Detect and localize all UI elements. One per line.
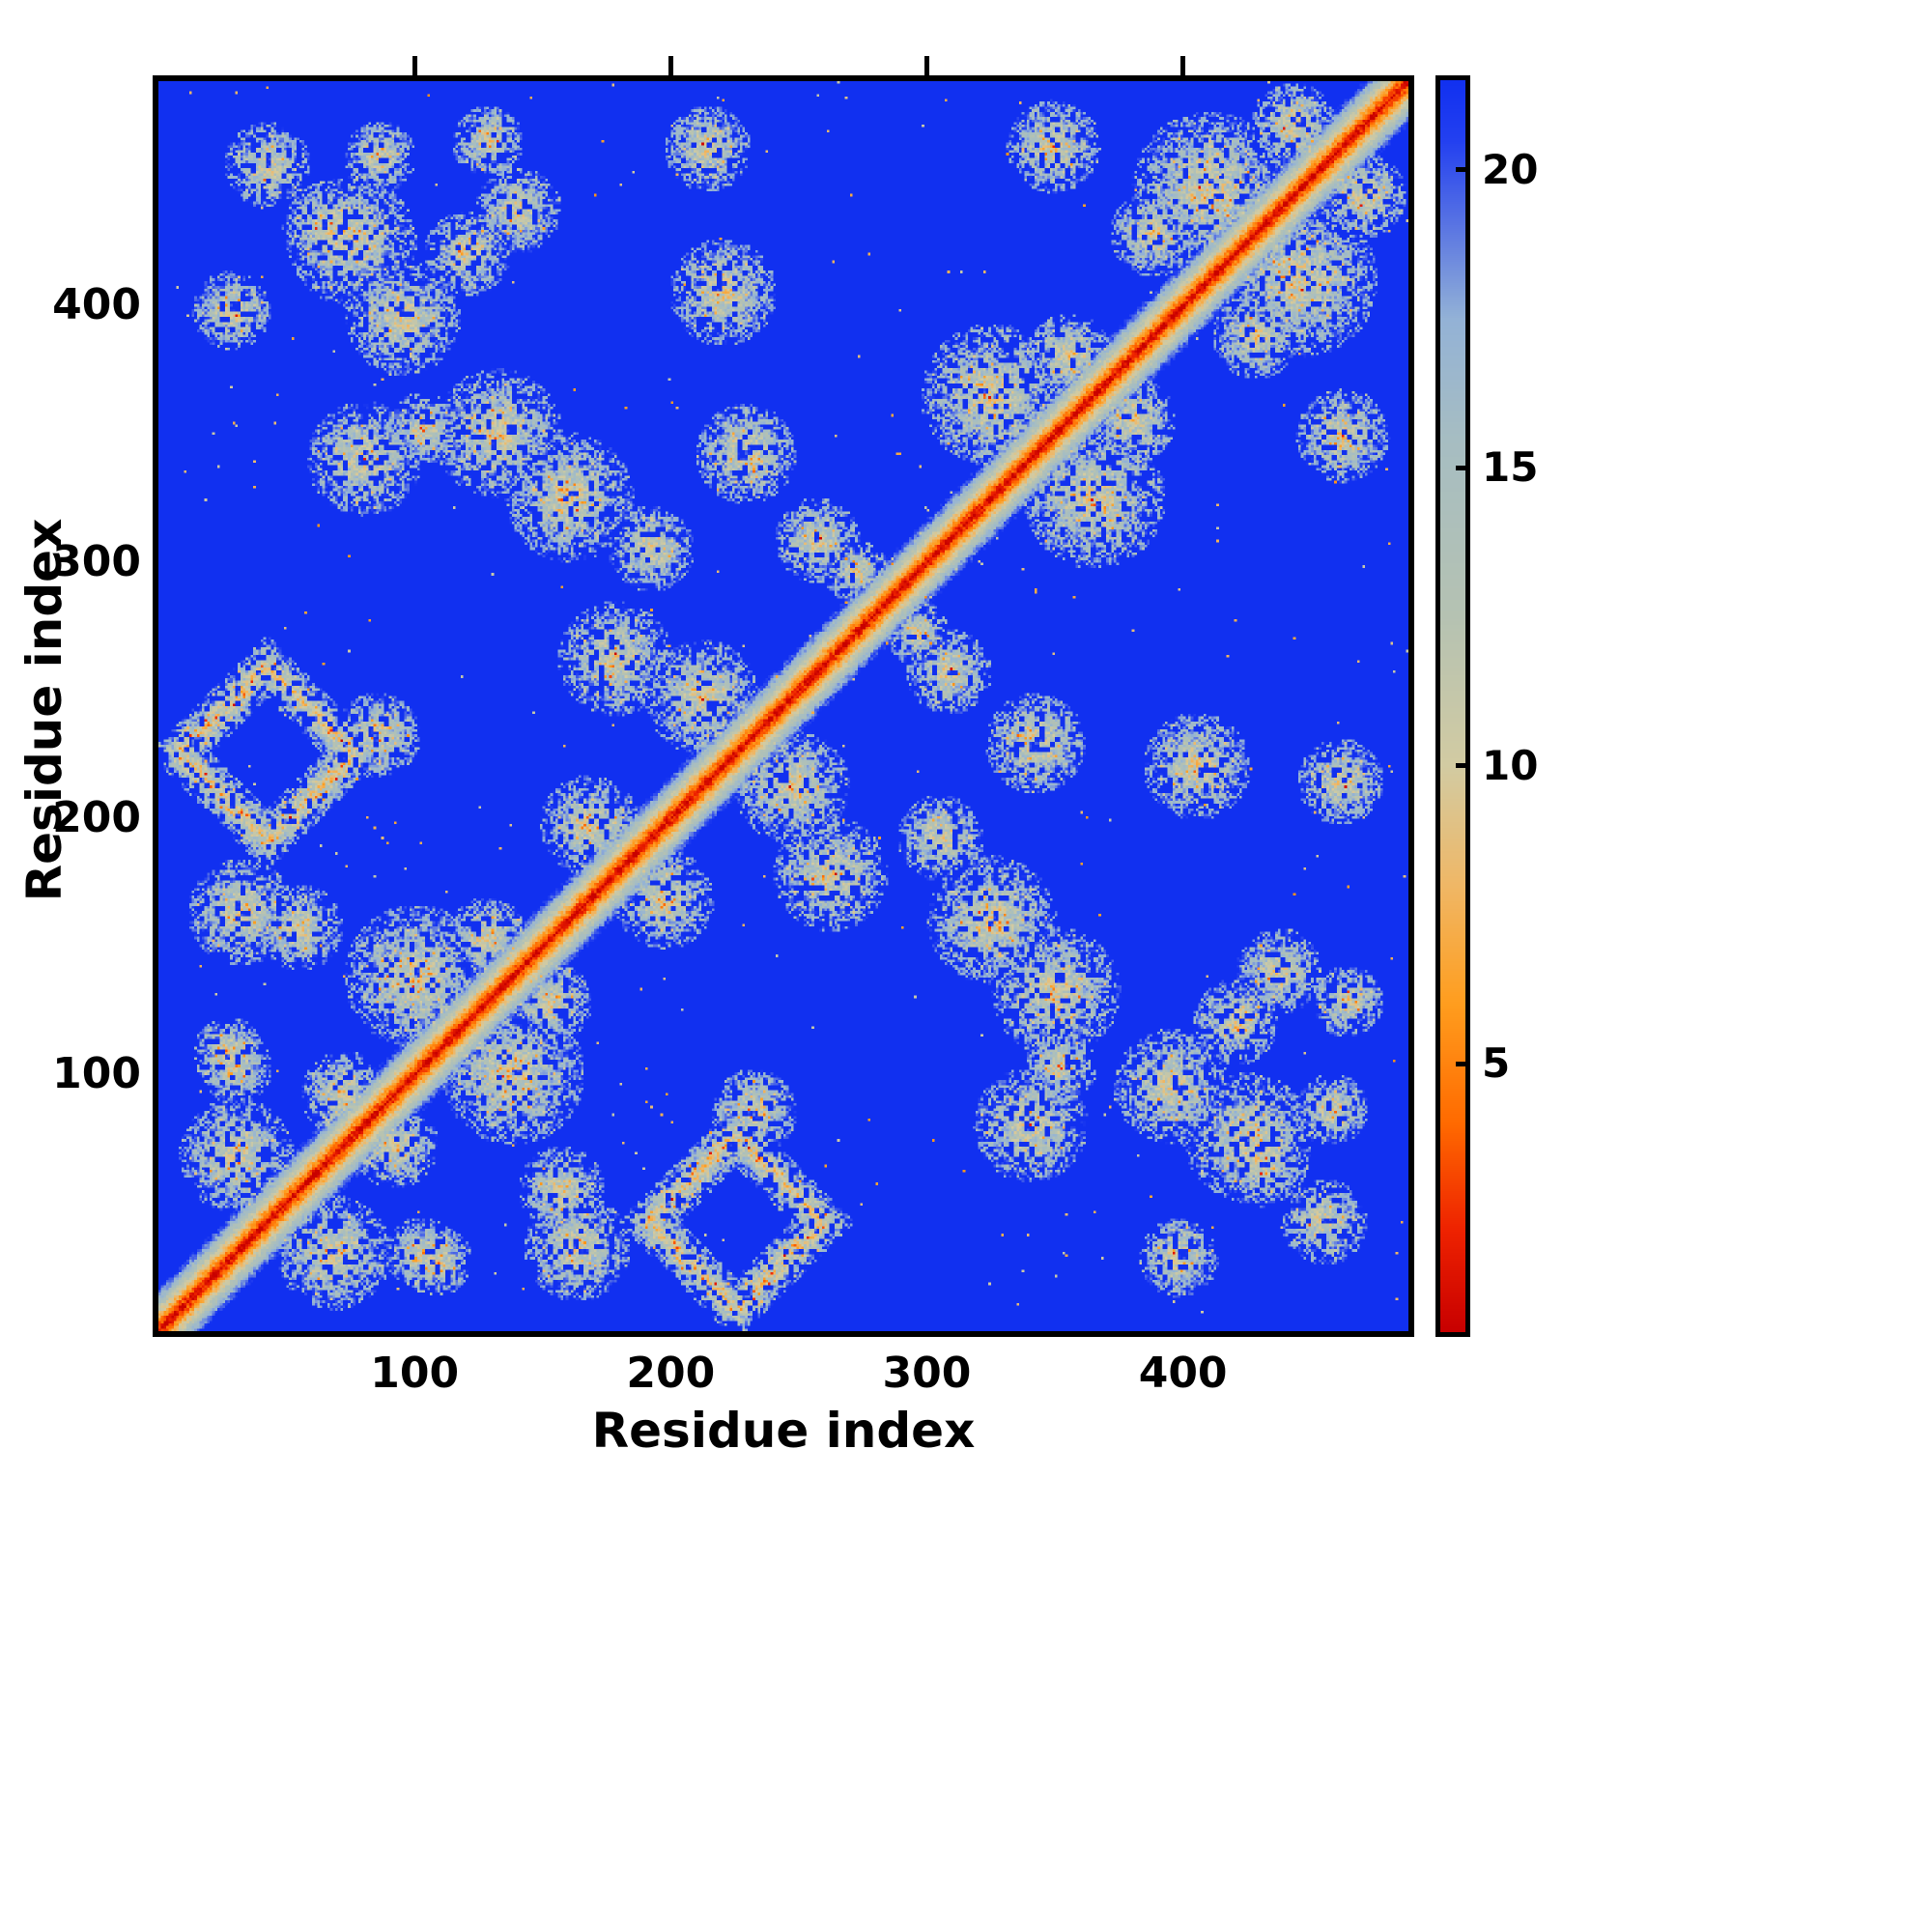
x-tick-label: 400	[1138, 1349, 1228, 1398]
y-tick-label: 200	[52, 792, 141, 842]
top-tick-mark	[923, 56, 929, 75]
y-tick-label: 100	[52, 1048, 141, 1098]
colorbar-tick-label: 15	[1482, 443, 1539, 492]
colorbar-tick-label: 20	[1482, 145, 1539, 193]
plot-area	[153, 75, 1414, 1337]
x-tick-label: 300	[882, 1349, 972, 1398]
y-tick-label: 400	[52, 280, 141, 330]
top-tick-mark	[668, 56, 673, 75]
colorbar-tick-label: 5	[1482, 1039, 1511, 1088]
top-tick-mark	[1180, 56, 1186, 75]
colorbar-tick-mark	[1456, 1061, 1465, 1066]
colorbar-tick-mark	[1456, 763, 1465, 769]
x-tick-label: 200	[626, 1349, 716, 1398]
heatmap-canvas	[158, 81, 1408, 1331]
colorbar	[1435, 75, 1470, 1337]
x-axis-label: Residue index	[591, 1403, 976, 1459]
x-tick-label: 100	[370, 1349, 460, 1398]
y-axis-label: Residue index	[16, 518, 72, 902]
colorbar-tick-mark	[1456, 167, 1465, 173]
y-tick-label: 300	[52, 536, 141, 586]
top-tick-mark	[412, 56, 417, 75]
colorbar-tick-mark	[1456, 465, 1465, 470]
colorbar-tick-label: 10	[1482, 741, 1539, 789]
colorbar-canvas	[1440, 80, 1465, 1332]
